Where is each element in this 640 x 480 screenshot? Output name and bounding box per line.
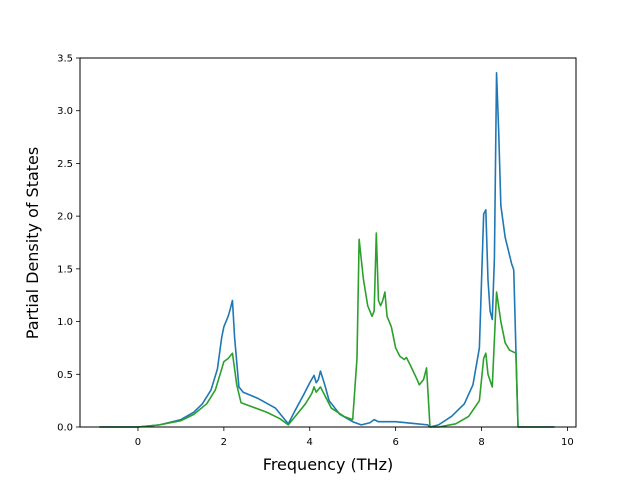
y-tick-label: 1.5 <box>57 264 73 275</box>
y-axis-label: Partial Density of States <box>23 147 42 339</box>
y-tick-label: 2.0 <box>57 212 73 223</box>
x-tick-label: 2 <box>221 437 227 448</box>
plot-area <box>99 71 555 428</box>
y-tick-label: 0.5 <box>57 370 73 381</box>
y-tick-label: 0.0 <box>57 423 73 434</box>
series-line-1 <box>99 71 555 428</box>
x-tick-label: 6 <box>392 437 398 448</box>
x-axis-label: Frequency (THz) <box>263 455 393 474</box>
axis-ticks: 0 2 4 6 8 10 0.0 0.5 1.0 1.5 2.0 2.5 3.0 3.5 <box>57 54 574 449</box>
axes-frame <box>79 57 577 428</box>
x-tick-label: 10 <box>561 437 574 448</box>
y-tick-label: 1.0 <box>57 317 73 328</box>
y-tick-label: 3.0 <box>57 106 73 117</box>
y-tick-label: 2.5 <box>57 159 73 170</box>
x-tick-label: 0 <box>135 437 141 448</box>
x-tick-label: 8 <box>478 437 484 448</box>
y-tick-label: 3.5 <box>57 54 73 65</box>
series-line-2 <box>99 232 555 428</box>
x-tick-label: 4 <box>307 437 313 448</box>
